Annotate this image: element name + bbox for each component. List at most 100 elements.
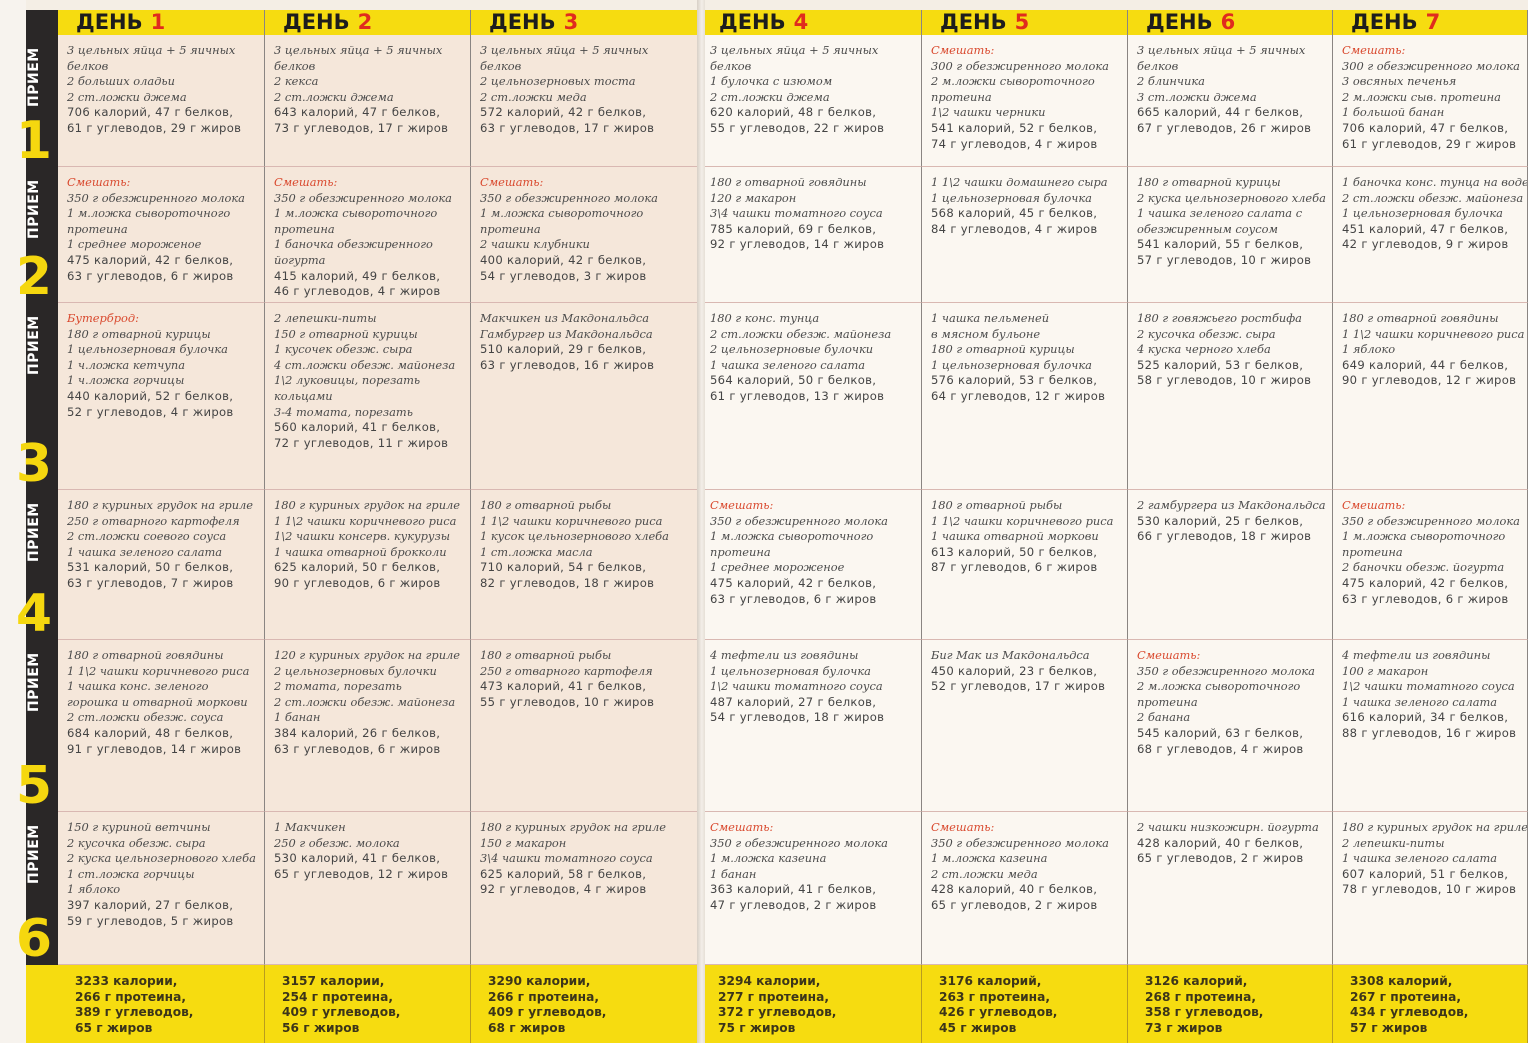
meal-cell-day2-meal6: 1 Макчикен 250 г обезж. молока 530 калорий…: [265, 812, 471, 965]
ingredient-line: 1 чашка зеленого салата: [67, 544, 223, 559]
nutrition-line: 42 г углеводов, 9 г жиров: [1342, 237, 1509, 252]
ingredient-line: 150 г куриной ветчины: [67, 820, 211, 834]
ingredient-line: 2 м.ложка сывороточного: [1137, 679, 1301, 694]
day-totals-4: 3294 калории, 277 г протеина, 372 г углево…: [701, 965, 922, 1043]
ingredient-line: 2 ст.ложки джема: [67, 89, 187, 104]
ingredient-line: 3-4 томата, порезать: [274, 404, 413, 419]
day-label: ДЕНЬ: [489, 10, 556, 34]
ingredient-line: 2 цельнозерновых тоста: [480, 74, 636, 89]
nutrition-line: 415 калорий, 49 г белков,: [274, 268, 441, 283]
nutrition-line: 61 г углеводов, 29 г жиров: [1342, 136, 1517, 151]
ingredient-line: обезжиренным соусом: [1137, 221, 1278, 236]
ingredient-line: 2 ст.ложки обезж. соуса: [67, 710, 224, 725]
ingredient-line: 180 г конс. тунца: [710, 311, 820, 325]
totals-line: 3290 калории,: [488, 974, 591, 988]
nutrition-line: 560 калорий, 41 г белков,: [274, 420, 441, 435]
ingredient-line: 1 м.ложка сывороточного: [1342, 529, 1506, 544]
meal-cell-day6-meal6: 2 чашки низкожирн. йогурта 428 калорий, 4…: [1128, 812, 1333, 965]
meal-number: 1: [15, 111, 53, 171]
day-number: 7: [1425, 10, 1441, 34]
totals-line: 254 г протеина,: [282, 989, 393, 1004]
ingredient-line: 1 чашка зеленого салата: [1342, 694, 1498, 709]
ingredient-line: 2 ст.ложки меда: [480, 89, 587, 104]
totals-line: 73 г жиров: [1145, 1021, 1223, 1036]
meal-lines: 3 цельных яйца + 5 яичных белков 1 булочка…: [710, 43, 917, 137]
ingredient-line: 3 цельных яйца + 5 яичных: [67, 43, 236, 57]
meal-lines: Бутерброд: 180 г отварной курицы 1 цельноз…: [67, 311, 260, 420]
meal-lines: 1 1\2 чашки домашнего сыра 1 цельнозернов…: [931, 175, 1123, 237]
nutrition-line: 63 г углеводов, 17 г жиров: [480, 120, 655, 135]
meal-lines: 180 г отварной рыбы 250 г отварного карто…: [480, 648, 696, 710]
ingredient-line: 350 г обезжиренного молока: [931, 835, 1109, 850]
nutrition-line: 92 г углеводов, 14 г жиров: [710, 237, 885, 252]
meal-marker-3: ПРИЕМ 3: [16, 303, 58, 490]
ingredient-line: 1 м.ложка казеина: [931, 851, 1048, 866]
ingredient-line: 180 г отварной курицы: [67, 326, 211, 341]
nutrition-line: 90 г углеводов, 6 г жиров: [274, 575, 441, 590]
totals-line: 434 г углеводов,: [1350, 1005, 1469, 1020]
days-header-bar: [58, 10, 1528, 35]
ingredient-line: 1 кусочек обезж. сыра: [274, 342, 413, 357]
ingredient-line: 180 г куриных грудок на гриле: [1342, 820, 1528, 834]
nutrition-line: 473 калорий, 41 г белков,: [480, 679, 647, 694]
ingredient-line: 1\2 чашки черники: [931, 105, 1046, 120]
day-totals-1: 3233 калории, 266 г протеина, 389 г углево…: [58, 965, 265, 1043]
nutrition-line: 643 калорий, 47 г белков,: [274, 105, 441, 120]
nutrition-line: 92 г углеводов, 4 г жиров: [480, 882, 647, 897]
totals-sidebar-fill: [26, 965, 58, 1043]
ingredient-line: 350 г обезжиренного молока: [67, 190, 245, 205]
meal-lines: Смешать: 350 г обезжиренного молока 1 м.ло…: [931, 820, 1123, 914]
ingredient-line: 180 г отварной говядины: [1342, 311, 1499, 325]
ingredient-line: 4 тефтели из говядины: [1342, 648, 1491, 662]
ingredient-line: 2 лепешки-питы: [1342, 835, 1445, 850]
ingredient-line: 1 большой банан: [1342, 105, 1445, 120]
meal-cell-day5-meal6: Смешать: 350 г обезжиренного молока 1 м.ло…: [922, 812, 1128, 965]
totals-line: 3157 калории,: [282, 974, 385, 988]
totals-line: 68 г жиров: [488, 1021, 566, 1036]
day-totals-3: 3290 калории, 266 г протеина, 409 г углево…: [471, 965, 701, 1043]
nutrition-line: 63 г углеводов, 7 г жиров: [67, 575, 234, 590]
ingredient-line: 3\4 чашки томатного соуса: [710, 206, 883, 221]
nutrition-line: 63 г углеводов, 6 г жиров: [67, 268, 234, 283]
day-number: 6: [1220, 10, 1236, 34]
ingredient-line: 2 ст.ложки обезж. майонеза: [710, 326, 892, 341]
nutrition-line: 665 калорий, 44 г белков,: [1137, 105, 1304, 120]
day-header-7: ДЕНЬ 7: [1333, 10, 1528, 35]
totals-line: 3176 калорий,: [939, 974, 1042, 988]
meal-cell-day3-meal5: 180 г отварной рыбы 250 г отварного карто…: [471, 640, 701, 812]
nutrition-line: 58 г углеводов, 10 г жиров: [1137, 373, 1312, 388]
nutrition-line: 63 г углеводов, 6 г жиров: [274, 741, 441, 756]
meal-lines: 2 гамбургера из Макдональдса 530 калорий,…: [1137, 498, 1328, 545]
totals-line: 266 г протеина,: [75, 989, 186, 1004]
ingredient-line: 350 г обезжиренного молока: [274, 190, 452, 205]
meal-cell-day4-meal2: 180 г отварной говядины 120 г макарон 3\4 …: [701, 167, 922, 303]
ingredient-line: в мясном бульоне: [931, 326, 1041, 341]
ingredient-line: протеина: [1342, 544, 1403, 559]
day-number: 4: [793, 10, 809, 34]
nutrition-line: 706 калорий, 47 г белков,: [1342, 120, 1509, 135]
nutrition-line: 63 г углеводов, 6 г жиров: [710, 591, 877, 606]
meal-label: ПРИЕМ: [26, 502, 42, 562]
day-totals-6: 3126 калорий, 268 г протеина, 358 г углево…: [1128, 965, 1333, 1043]
ingredient-line: 350 г обезжиренного молока: [1342, 513, 1520, 528]
meal-lines: Смешать: 350 г обезжиренного молока 2 м.ло…: [1137, 648, 1328, 757]
mix-heading: Смешать:: [710, 498, 774, 512]
meal-cell-day2-meal4: 180 г куриных грудок на гриле 1 1\2 чашки…: [265, 490, 471, 640]
meal-cell-day6-meal3: 180 г говяжьего ростбифа 2 кусочка обезж.…: [1128, 303, 1333, 490]
totals-line: 267 г протеина,: [1350, 989, 1461, 1004]
meal-label: ПРИЕМ: [26, 652, 42, 712]
ingredient-line: 1 чашка конс. зеленого: [67, 679, 209, 694]
meal-label: ПРИЕМ: [26, 315, 42, 375]
ingredient-line: 4 ст.ложки обезж. майонеза: [274, 357, 456, 372]
mix-heading: Смешать:: [274, 175, 338, 189]
ingredient-line: 350 г обезжиренного молока: [1137, 663, 1315, 678]
nutrition-line: 572 калорий, 42 г белков,: [480, 105, 647, 120]
ingredient-line: 2 куска цельнозернового хлеба: [67, 851, 256, 866]
meal-cell-day7-meal3: 180 г отварной говядины 1 1\2 чашки корич…: [1333, 303, 1528, 490]
nutrition-line: 57 г углеводов, 10 г жиров: [1137, 252, 1312, 267]
ingredient-line: белков: [480, 58, 522, 73]
totals-line: 277 г протеина,: [718, 989, 829, 1004]
day-header-4: ДЕНЬ 4: [701, 10, 922, 35]
nutrition-line: 684 калорий, 48 г белков,: [67, 725, 234, 740]
ingredient-line: протеина: [710, 544, 771, 559]
